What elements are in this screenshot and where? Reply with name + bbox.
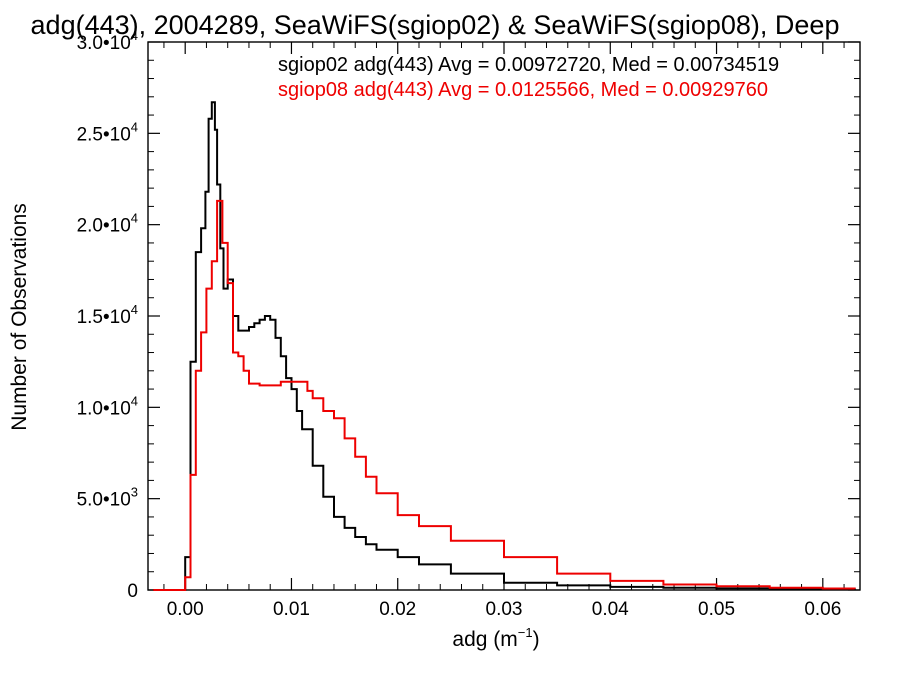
y-tick-exponent: 3 bbox=[131, 485, 138, 500]
y-axis-ticks: 05.0•1031.0•1041.5•1042.0•1042.5•1043.0•… bbox=[77, 28, 860, 602]
y-axis-label: Number of Observations bbox=[8, 203, 31, 431]
x-tick-label: 0.03 bbox=[486, 599, 523, 620]
y-tick-mantissa: 3.0•10 bbox=[77, 33, 131, 54]
y-tick-label: 5.0•103 bbox=[77, 485, 138, 511]
y-tick-label: 2.5•104 bbox=[77, 119, 138, 145]
y-tick-mantissa: 1.0•10 bbox=[77, 398, 131, 419]
y-tick-exponent: 4 bbox=[131, 28, 138, 43]
chart-title: adg(443), 2004289, SeaWiFS(sgiop02) & Se… bbox=[31, 10, 840, 40]
y-tick-mantissa: 2.0•10 bbox=[77, 216, 131, 237]
data-series bbox=[153, 101, 856, 591]
series-line-sgiop02 bbox=[153, 101, 856, 591]
legend-entry-sgiop02: sgiop02 adg(443) Avg = 0.00972720, Med =… bbox=[278, 54, 779, 76]
y-tick-label: 2.0•104 bbox=[77, 211, 138, 237]
x-tick-label: 0.02 bbox=[379, 599, 416, 620]
y-tick-label: 3.0•104 bbox=[77, 28, 138, 54]
y-tick-mantissa: 5.0•10 bbox=[77, 490, 131, 511]
y-tick-exponent: 4 bbox=[131, 393, 138, 408]
y-tick-label: 1.0•104 bbox=[77, 393, 138, 419]
x-axis-label: adg (m−1) bbox=[452, 625, 539, 651]
plot-frame bbox=[147, 41, 861, 591]
y-tick-exponent: 4 bbox=[131, 119, 138, 134]
y-tick-mantissa: 0 bbox=[127, 581, 138, 602]
x-tick-label: 0.01 bbox=[273, 599, 310, 620]
legend-entry-sgiop08: sgiop08 adg(443) Avg = 0.0125566, Med = … bbox=[278, 79, 768, 101]
y-tick-exponent: 4 bbox=[131, 302, 138, 317]
x-axis-ticks: 0.00 0.01 0.02 0.03 0.04 0.05 0.06 bbox=[163, 42, 845, 620]
x-tick-label: 0.00 bbox=[167, 599, 204, 620]
y-tick-exponent: 4 bbox=[131, 211, 138, 226]
y-tick-mantissa: 2.5•10 bbox=[77, 124, 131, 145]
x-tick-label: 0.04 bbox=[592, 599, 629, 620]
y-tick-mantissa: 1.5•10 bbox=[77, 307, 131, 328]
series-line-sgiop08 bbox=[153, 199, 856, 591]
y-tick-label: 1.5•104 bbox=[77, 302, 138, 328]
y-tick-label: 0 bbox=[127, 581, 138, 602]
x-tick-label: 0.05 bbox=[698, 599, 735, 620]
x-tick-label: 0.06 bbox=[804, 599, 841, 620]
